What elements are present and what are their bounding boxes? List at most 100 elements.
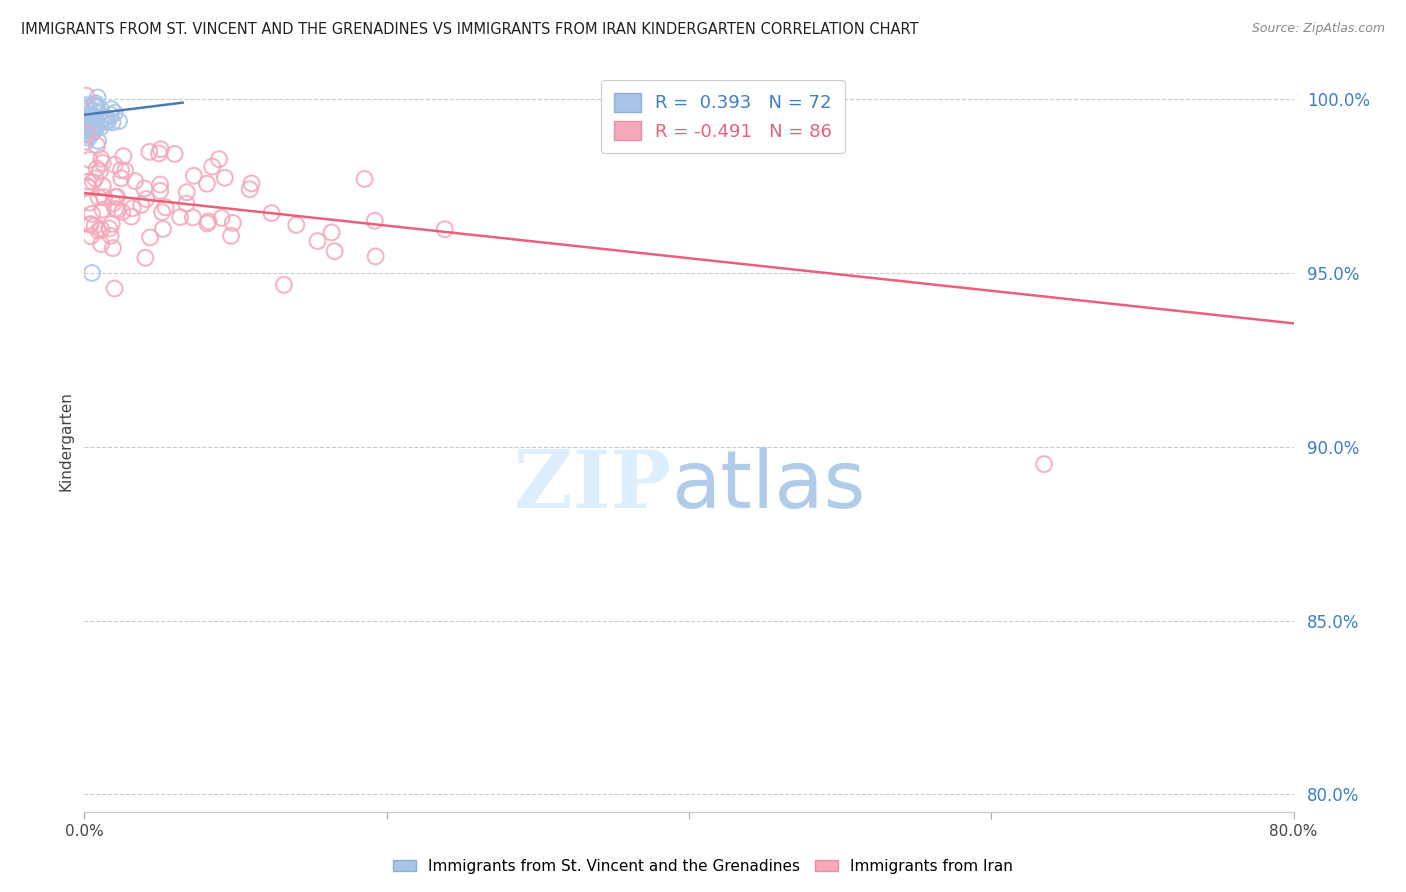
Y-axis label: Kindergarten: Kindergarten <box>58 392 73 491</box>
Point <box>149 184 172 198</box>
Point <box>77 101 100 115</box>
Point <box>181 211 204 225</box>
Point <box>80 207 103 221</box>
Point <box>76 178 98 193</box>
Point <box>79 195 101 210</box>
Point <box>86 90 108 104</box>
Point <box>91 202 114 217</box>
Point <box>104 202 127 216</box>
Point <box>112 149 135 163</box>
Point <box>79 117 101 131</box>
Point <box>84 120 107 135</box>
Point <box>149 142 172 156</box>
Point <box>323 244 346 259</box>
Point <box>321 226 343 240</box>
Point <box>260 206 283 220</box>
Point <box>91 156 114 170</box>
Point <box>87 134 110 148</box>
Text: Source: ZipAtlas.com: Source: ZipAtlas.com <box>1251 22 1385 36</box>
Point <box>197 214 219 228</box>
Point <box>82 175 104 189</box>
Point <box>79 119 101 133</box>
Point <box>75 120 97 134</box>
Point <box>176 196 198 211</box>
Point <box>80 119 103 133</box>
Point <box>273 277 295 292</box>
Point <box>121 201 143 215</box>
Point <box>195 216 218 230</box>
Point <box>76 114 98 128</box>
Point <box>208 152 231 166</box>
Point <box>90 120 112 134</box>
Point <box>139 230 162 244</box>
Point <box>240 177 263 191</box>
Point <box>219 228 242 243</box>
Text: IMMIGRANTS FROM ST. VINCENT AND THE GRENADINES VS IMMIGRANTS FROM IRAN KINDERGAR: IMMIGRANTS FROM ST. VINCENT AND THE GREN… <box>21 22 918 37</box>
Point <box>76 112 98 126</box>
Point <box>1033 457 1056 471</box>
Point <box>364 213 387 227</box>
Point <box>97 114 120 128</box>
Point <box>77 114 100 128</box>
Point <box>120 210 142 224</box>
Point <box>86 161 108 176</box>
Point <box>75 110 97 124</box>
Point <box>80 217 103 231</box>
Point <box>76 107 98 121</box>
Point <box>138 145 160 159</box>
Point <box>96 114 118 128</box>
Point <box>79 111 101 125</box>
Point <box>149 178 172 192</box>
Point <box>80 109 103 123</box>
Point <box>79 108 101 122</box>
Point <box>104 105 127 120</box>
Point <box>101 241 124 255</box>
Point <box>134 251 156 265</box>
Point <box>433 222 456 236</box>
Point <box>76 100 98 114</box>
Point <box>135 192 157 206</box>
Point <box>110 171 132 186</box>
Point <box>75 127 97 141</box>
Point <box>155 200 177 214</box>
Point <box>364 249 387 263</box>
Point <box>114 163 136 178</box>
Point <box>75 127 97 141</box>
Point <box>86 138 108 153</box>
Point <box>79 128 101 142</box>
Point <box>239 182 262 196</box>
Point <box>90 152 112 166</box>
Point <box>79 153 101 167</box>
Point <box>87 224 110 238</box>
Point <box>101 196 124 211</box>
Point <box>94 114 117 128</box>
Point <box>86 119 108 133</box>
Point <box>75 116 97 130</box>
Point <box>94 111 117 125</box>
Point <box>100 102 122 116</box>
Point <box>214 170 236 185</box>
Point <box>75 135 97 149</box>
Point <box>105 190 128 204</box>
Point <box>103 281 125 295</box>
Point <box>82 108 104 122</box>
Point <box>80 125 103 139</box>
Point <box>76 120 98 135</box>
Point <box>148 146 170 161</box>
Text: atlas: atlas <box>671 447 865 525</box>
Point <box>80 266 103 280</box>
Point <box>103 158 125 172</box>
Point <box>93 190 115 204</box>
Point <box>150 205 173 219</box>
Point <box>80 122 103 136</box>
Legend: R =  0.393   N = 72, R = -0.491   N = 86: R = 0.393 N = 72, R = -0.491 N = 86 <box>602 80 845 153</box>
Point <box>79 116 101 130</box>
Point <box>75 88 97 103</box>
Point <box>84 96 107 111</box>
Point <box>75 122 97 136</box>
Point <box>75 101 97 115</box>
Point <box>152 222 174 236</box>
Point <box>80 119 103 133</box>
Point <box>195 177 218 191</box>
Point <box>100 217 122 231</box>
